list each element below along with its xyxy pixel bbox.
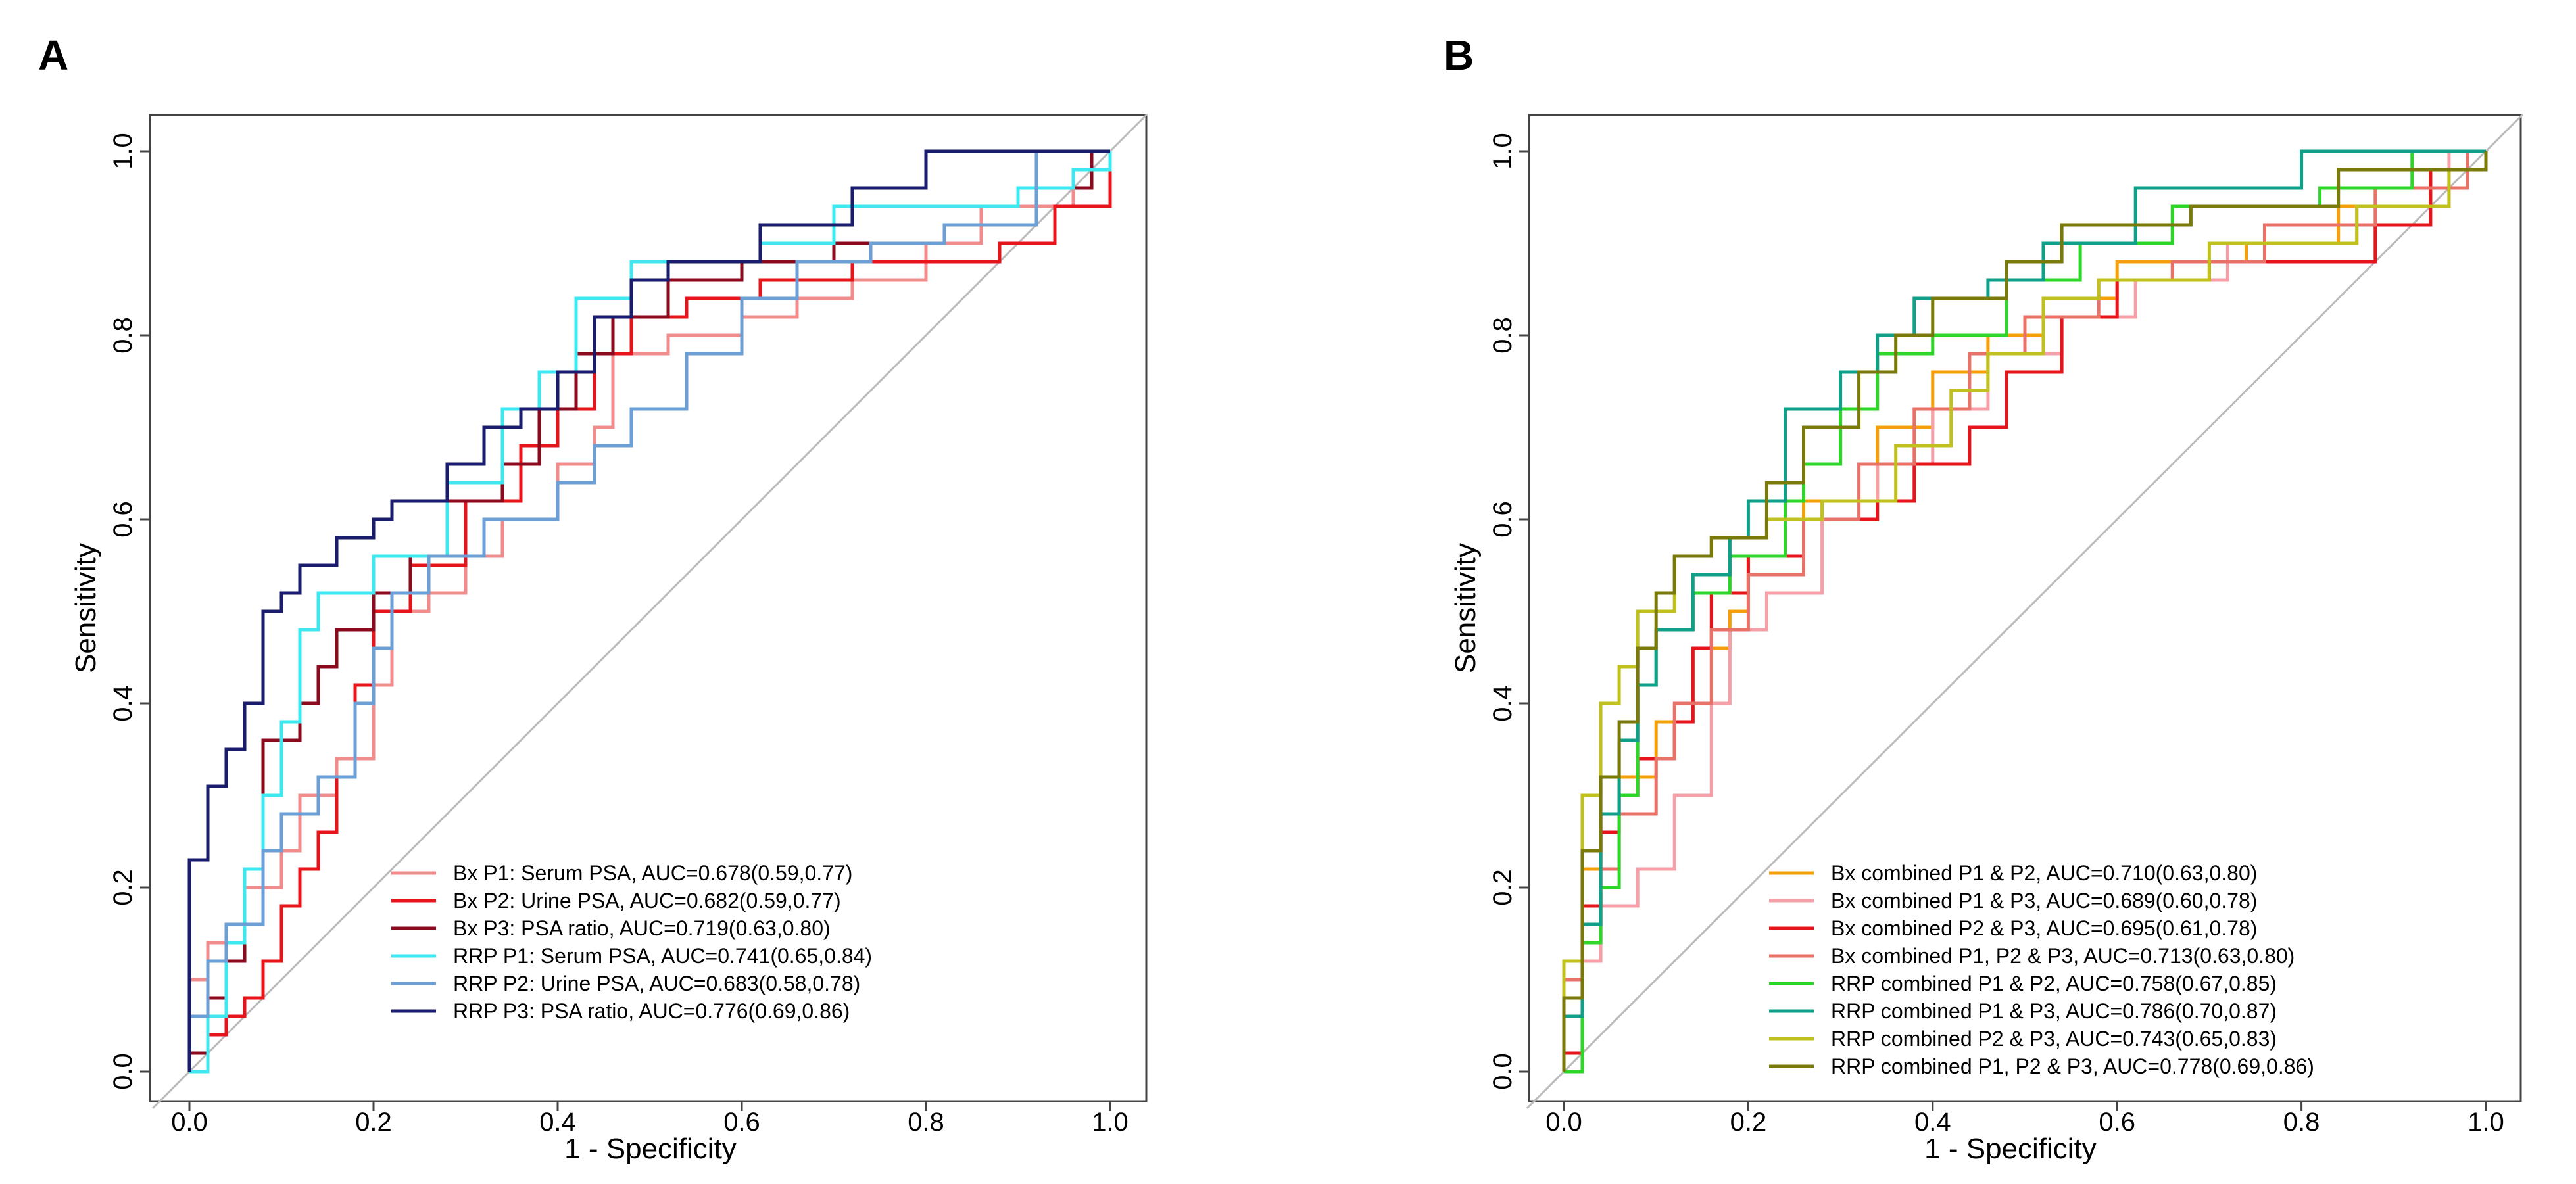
panel-a-x-tick-label: 0.2 (355, 1108, 392, 1137)
panel-b-x-tick-label: 1.0 (2467, 1108, 2504, 1137)
panel-a-y-tick-label: 1.0 (109, 133, 137, 170)
panel-a-diagonal-reference (151, 113, 1148, 1110)
panel-b-series-group (1562, 149, 2488, 1074)
panel-b-x-axis-label: 1 - Specificity (1924, 1133, 2097, 1165)
panel-b: B 0.0 0.2 0.4 0.6 0.8 1.0 0.00.20.40.60.81.0 … (1444, 32, 2524, 1165)
panel-b-x-tick-label: 0.8 (2283, 1108, 2320, 1137)
panel-b-x-axis: 0.0 0.2 0.4 0.6 0.8 1.0 (1545, 1101, 2504, 1137)
panel-b-x-tick-label: 0.0 (1545, 1108, 1582, 1137)
panel-b-x-tick-label: 0.4 (1914, 1108, 1951, 1137)
panel-a: A 0.0 0.2 0.4 0.6 0.8 1.0 0.00.20.40.60.81.0 … (38, 32, 1148, 1165)
panel-b-legend-label-2: Bx combined P1 & P3, AUC=0.689(0.60,0.78… (1831, 889, 2257, 912)
panel-b-y-axis: 0.0 0.2 0.4 0.6 0.8 1.0 (1488, 133, 1529, 1090)
panel-b-x-tick-label: 0.2 (1730, 1108, 1767, 1137)
panel-b-x-tick-label: 0.6 (2099, 1108, 2135, 1137)
panel-b-diagonal-reference (1526, 113, 2524, 1110)
panel-a-reference-line (151, 113, 1148, 1110)
panel-a-y-tick-label: 0.2 (109, 869, 137, 906)
panel-a-series-line-5 (187, 149, 1110, 1072)
panel-a-legend-label-3: Bx P3: PSA ratio, AUC=0.719(0.63,0.80) (453, 916, 831, 940)
panel-a-y-tick-label: 0.8 (109, 317, 137, 354)
panel-b-series-line-8 (1562, 151, 2488, 1072)
panel-a-x-tick-label: 0.8 (908, 1108, 944, 1137)
panel-a-letter: A (38, 32, 68, 79)
panel-a-legend-label-5: RRP P2: Urine PSA, AUC=0.683(0.58,0.78) (453, 972, 860, 995)
panel-a-legend-label-4: RRP P1: Serum PSA, AUC=0.741(0.65,0.84) (453, 944, 872, 968)
panel-b-legend-label-5: RRP combined P1 & P2, AUC=0.758(0.67,0.8… (1831, 972, 2277, 995)
panel-b-letter: B (1444, 32, 1474, 79)
panel-b-legend-label-3: Bx combined P2 & P3, AUC=0.695(0.61,0.78… (1831, 916, 2257, 940)
panel-b-y-tick-label: 0.8 (1488, 317, 1517, 354)
panel-b-reference-line (1526, 113, 2524, 1110)
panel-a-series-group (187, 149, 1112, 1074)
panel-a-x-axis: 0.0 0.2 0.4 0.6 0.8 1.0 (171, 1101, 1129, 1137)
panel-a-series-line-6 (187, 149, 1110, 1072)
panel-b-legend-label-8: RRP combined P1, P2 & P3, AUC=0.778(0.69… (1831, 1054, 2314, 1078)
panel-a-x-axis-label: 1 - Specificity (564, 1133, 737, 1165)
panel-b-plot-frame (1528, 114, 2522, 1102)
panel-b-legend-label-6: RRP combined P1 & P3, AUC=0.786(0.70,0.8… (1831, 999, 2277, 1023)
panel-a-y-axis-label: Sensitivity (70, 543, 102, 673)
panel-a-legend-label-1: Bx P1: Serum PSA, AUC=0.678(0.59,0.77) (453, 861, 852, 885)
panel-b-y-tick-label: 1.0 (1488, 133, 1517, 170)
panel-b-y-tick-label: 0.4 (1488, 685, 1517, 722)
panel-b-legend-label-4: Bx combined P1, P2 & P3, AUC=0.713(0.63,… (1831, 944, 2295, 968)
panel-a-y-tick-label: 0.0 (109, 1053, 137, 1090)
panel-a-legend: Bx P1: Serum PSA, AUC=0.678(0.59,0.77) Bx… (391, 861, 872, 1023)
panel-a-y-tick-label: 0.4 (109, 685, 137, 722)
panel-b-legend-label-1: Bx combined P1 & P2, AUC=0.710(0.63,0.80… (1831, 861, 2257, 885)
panel-b-y-tick-label: 0.0 (1488, 1053, 1517, 1090)
panel-a-y-tick-label: 0.6 (109, 501, 137, 538)
panel-b-series-line-7 (1562, 151, 2488, 1072)
panel-a-plot-frame (149, 114, 1148, 1102)
panel-a-x-tick-label: 0.6 (723, 1108, 760, 1137)
panel-b-series-line-6 (1562, 149, 2486, 1072)
panel-b-y-tick-label: 0.2 (1488, 869, 1517, 906)
panel-b-y-axis-label: Sensitivity (1449, 543, 1482, 673)
panel-a-x-tick-label: 0.4 (539, 1108, 576, 1137)
panel-b-legend: Bx combined P1 & P2, AUC=0.710(0.63,0.80… (1769, 861, 2314, 1078)
panel-b-y-tick-label: 0.6 (1488, 501, 1517, 538)
panel-a-x-tick-label: 1.0 (1092, 1108, 1129, 1137)
panel-a-x-tick-label: 0.0 (171, 1108, 208, 1137)
panel-a-y-axis: 0.0 0.2 0.4 0.6 0.8 1.0 (109, 133, 150, 1090)
panel-a-legend-label-2: Bx P2: Urine PSA, AUC=0.682(0.59,0.77) (453, 889, 841, 912)
panel-b-legend-label-7: RRP combined P2 & P3, AUC=0.743(0.65,0.8… (1831, 1027, 2277, 1051)
panel-a-legend-label-6: RRP P3: PSA ratio, AUC=0.776(0.69,0.86) (453, 999, 850, 1023)
